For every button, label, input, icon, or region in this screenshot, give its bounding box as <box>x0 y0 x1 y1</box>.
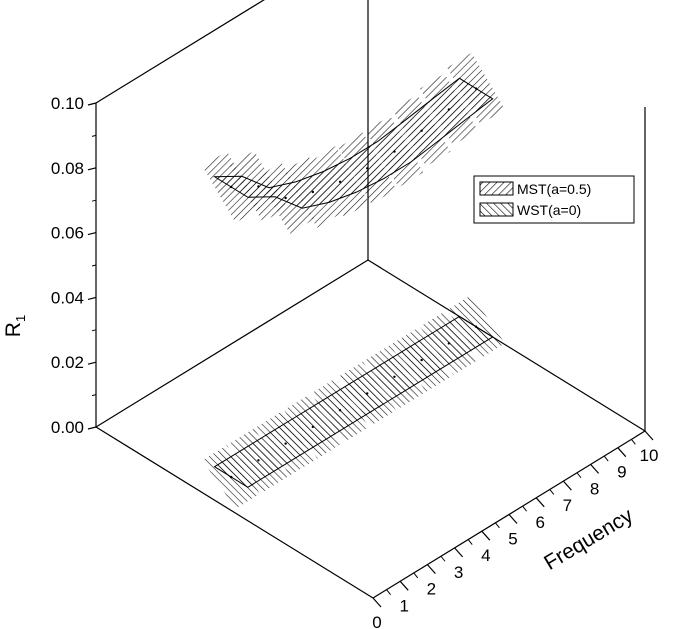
frame-edge <box>95 259 369 428</box>
series-1-point <box>257 459 260 462</box>
y-tick-label: 0.10 <box>51 94 84 113</box>
x-minor-tick <box>603 455 609 462</box>
y-tick <box>87 167 97 171</box>
legend-swatch-mst <box>479 181 514 196</box>
y-minor-tick <box>91 134 97 137</box>
legend-item-mst: MST(a=0.5) <box>479 181 591 197</box>
series-1-point <box>474 325 478 328</box>
x-tick-label: 1 <box>399 596 408 615</box>
series-0-point <box>257 185 260 188</box>
x-tick <box>372 597 382 608</box>
y-tick-label: 0.00 <box>51 418 84 437</box>
x-tick <box>481 530 491 541</box>
x-tick-label: 2 <box>427 580 436 599</box>
y-minor-tick <box>91 199 97 202</box>
y-tick <box>87 361 97 365</box>
y-tick-label: 0.04 <box>51 288 84 307</box>
y-axis-title: R1 <box>2 315 28 337</box>
series-0-point <box>474 87 478 90</box>
y-tick <box>87 426 97 430</box>
frame-edge <box>95 0 265 104</box>
series-1-point <box>393 375 396 378</box>
x-minor-tick <box>576 472 582 479</box>
series-1-point <box>366 392 369 395</box>
y-axis-title-sub: 1 <box>13 315 28 322</box>
x-tick <box>590 464 600 474</box>
y-minor-tick <box>91 329 97 332</box>
x-tick <box>454 547 464 558</box>
series-1-ribbon <box>213 315 494 488</box>
x-tick-label: 0 <box>372 613 381 629</box>
x-tick-label: 9 <box>617 463 626 482</box>
x-tick <box>562 480 572 491</box>
x-tick <box>399 580 409 591</box>
y-minor-tick <box>91 394 97 397</box>
x-tick-label: 4 <box>481 546 490 565</box>
series-0-point <box>447 108 451 111</box>
series-0-point <box>420 129 423 132</box>
x-tick-label: 3 <box>454 563 463 582</box>
legend-label-wst: WST(a=0) <box>517 202 581 218</box>
x-tick <box>426 564 436 574</box>
legend: MST(a=0.5) WST(a=0) <box>473 175 635 224</box>
x-minor-tick <box>440 555 446 562</box>
series-1-point <box>284 442 287 445</box>
y-tick-label: 0.02 <box>51 353 84 372</box>
x-minor-tick <box>522 505 527 512</box>
y-tick <box>87 102 97 106</box>
series-1-point <box>338 408 342 412</box>
frame-edge <box>367 259 646 432</box>
y-tick <box>87 296 97 300</box>
x-axis-title: Frequency <box>540 504 637 575</box>
frame-edge <box>95 426 374 599</box>
series-layer <box>202 52 505 509</box>
x-tick <box>617 447 627 458</box>
series-1-point <box>447 342 451 345</box>
x-tick <box>644 430 654 441</box>
y-minor-tick <box>91 264 97 267</box>
series-1-point <box>420 358 423 362</box>
x-tick-label: 6 <box>535 513 544 532</box>
y-axis-title-main: R <box>2 322 25 337</box>
series-1-point <box>311 425 315 429</box>
x-tick-label: 8 <box>590 479 599 498</box>
series-0-ribbon <box>212 77 494 209</box>
series-0-point <box>230 185 233 189</box>
y-tick-label: 0.06 <box>51 224 84 243</box>
x-tick-label: 5 <box>508 530 517 549</box>
series-0-point <box>284 196 287 200</box>
x-tick <box>508 514 518 524</box>
y-tick <box>87 232 97 236</box>
y-axis: 0.00 0.02 0.04 0.06 0.08 0.10 <box>51 94 97 437</box>
series-1 <box>202 294 505 509</box>
x-minor-tick <box>413 572 419 579</box>
legend-item-wst: WST(a=0) <box>479 202 581 218</box>
legend-label-mst: MST(a=0.5) <box>517 181 591 197</box>
series-1-point <box>230 475 233 479</box>
series-0-point <box>338 180 342 183</box>
y-tick-label: 0.08 <box>51 159 84 178</box>
x-tick <box>535 497 545 508</box>
x-tick-label: 7 <box>563 496 572 515</box>
x-minor-tick <box>467 539 473 545</box>
x-minor-tick <box>631 439 636 445</box>
legend-swatch-wst <box>479 202 514 217</box>
series-0 <box>202 52 505 234</box>
series-0-point <box>311 190 315 194</box>
x-minor-tick <box>549 489 555 495</box>
x-tick-label: 10 <box>640 446 659 465</box>
series-0-point <box>366 167 369 170</box>
x-minor-tick <box>386 589 391 595</box>
series-0-point <box>393 150 396 153</box>
x-minor-tick <box>495 522 500 529</box>
